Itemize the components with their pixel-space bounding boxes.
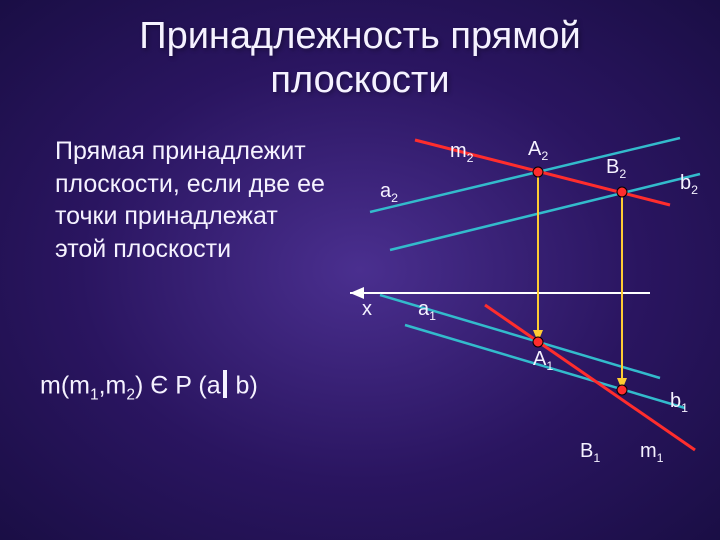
label-A2: A2	[528, 138, 548, 163]
slide-title: Принадлежность прямой плоскости	[0, 15, 720, 102]
label-B2: B2	[606, 156, 626, 181]
point-a2	[533, 167, 543, 177]
diagram: m2 A2 B2 b2 a2 x a1 A1 b1 B1 m1	[350, 130, 710, 490]
label-A1: A1	[533, 348, 553, 373]
formula-part: b)	[229, 372, 258, 400]
label-m2: m2	[450, 140, 474, 165]
formula-part: m(m	[40, 372, 90, 400]
diagram-svg	[350, 130, 710, 490]
parallel-symbol	[223, 370, 227, 398]
title-line-1: Принадлежность прямой	[139, 15, 581, 57]
label-x: x	[362, 298, 372, 321]
label-m1: m1	[640, 440, 664, 465]
point-a1	[533, 337, 543, 347]
line-m1	[485, 305, 695, 450]
formula-part: ) Є P (a	[135, 372, 221, 400]
label-b2: b2	[680, 172, 698, 197]
line-a2	[370, 138, 680, 212]
label-B1: B1	[580, 440, 600, 465]
point-b2	[617, 187, 627, 197]
point-b1	[617, 385, 627, 395]
line-b2	[390, 174, 700, 250]
slide: Принадлежность прямой плоскости Прямая п…	[0, 0, 720, 540]
formula-sub: 1	[90, 387, 99, 404]
label-a1: a1	[418, 298, 436, 323]
formula-part: ,m	[99, 372, 127, 400]
title-line-2: плоскости	[270, 59, 449, 101]
label-b1: b1	[670, 390, 688, 415]
formula-sub: 2	[126, 387, 135, 404]
body-text: Прямая принадлежит плоскости, если две е…	[55, 135, 335, 265]
label-a2: a2	[380, 180, 398, 205]
formula: m(m1,m2) Є P (a b)	[40, 370, 258, 405]
